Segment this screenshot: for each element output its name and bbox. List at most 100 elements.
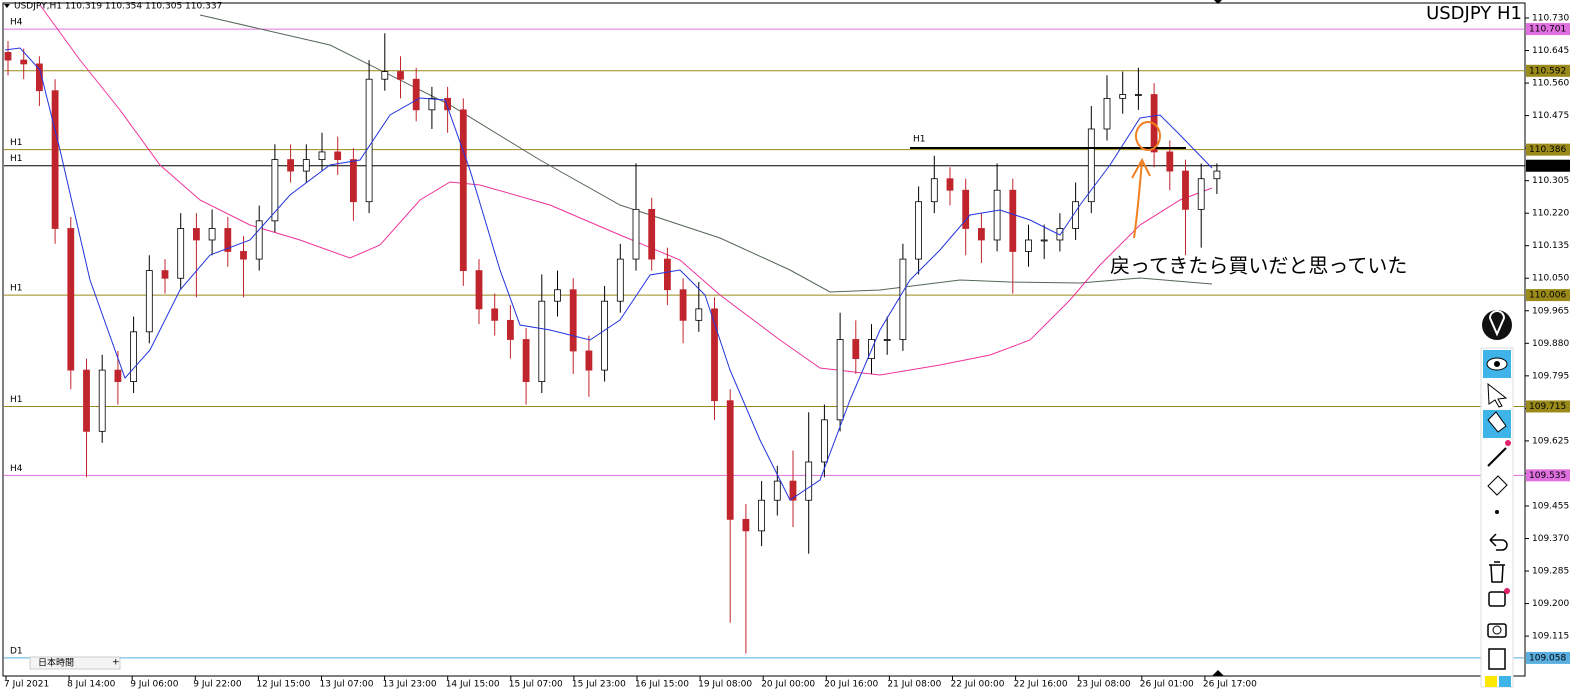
candle-body [711, 308, 718, 402]
eye-pupil [1494, 361, 1500, 367]
camera-tool[interactable] [1487, 623, 1507, 638]
pen-tool [1487, 411, 1507, 433]
candle-body [67, 228, 75, 371]
candle-body [365, 78, 373, 203]
candle-body [240, 251, 247, 260]
x-tick-label: 19 Jul 08:00 [698, 680, 752, 690]
candle-body [1025, 239, 1032, 252]
candle-body [1009, 189, 1017, 252]
tab-add[interactable]: + [112, 658, 120, 668]
candle-body [1056, 228, 1064, 241]
clipboard-tool[interactable] [1488, 648, 1506, 670]
candle-body [412, 78, 420, 111]
candle-body [98, 369, 106, 432]
cursor-tool[interactable] [1487, 382, 1508, 408]
undo-tool[interactable] [1489, 533, 1508, 551]
level-name: H4 [10, 18, 23, 28]
candle-body [554, 289, 561, 302]
dot-tool[interactable] [1495, 510, 1499, 514]
candle-body [1072, 201, 1079, 229]
top-marker [1214, 0, 1222, 4]
x-tick-label: 7 Jul 2021 [4, 680, 49, 690]
candle-body [601, 300, 608, 371]
segment-label: H1 [913, 135, 926, 145]
candle-body [475, 270, 483, 310]
x-tick-label: 26 Jul 17:00 [1203, 680, 1257, 690]
candle-body [334, 151, 342, 160]
trash-tool[interactable] [1489, 561, 1505, 583]
level-name: H4 [10, 464, 23, 474]
y-tick-label: 110.305 [1532, 176, 1569, 186]
levels: H4 H1 H1 H1 H1 H4 D1 [4, 18, 1525, 659]
candle-body [1197, 178, 1205, 210]
candle-body [569, 289, 577, 352]
candle-body [287, 159, 295, 172]
level-price-box [1526, 289, 1570, 302]
candle-body [648, 208, 656, 260]
candle-body [1213, 170, 1221, 180]
candle-body [1135, 94, 1142, 96]
candle-body [506, 319, 514, 340]
level-price: 109.535 [1529, 471, 1566, 481]
level-price-box [1526, 400, 1570, 413]
candle-body [83, 369, 90, 432]
candle-body [789, 480, 797, 501]
candle-body [538, 300, 546, 382]
candle-body [978, 228, 985, 241]
x-tick-label: 21 Jul 08:00 [887, 680, 941, 690]
y-tick-label: 110.645 [1532, 46, 1569, 56]
candle-body [51, 90, 59, 229]
pin-icon [1488, 310, 1506, 337]
board-dot [1504, 588, 1510, 594]
candle-body [114, 369, 122, 382]
y-tick-label: 109.880 [1532, 339, 1569, 349]
candle-body [318, 151, 326, 160]
y-tick-label: 110.220 [1532, 209, 1569, 219]
bottom-marker [1212, 670, 1224, 676]
candle-body [1166, 151, 1174, 172]
candle-body [836, 339, 844, 421]
candle-body [695, 308, 703, 321]
y-tick-label: 109.370 [1532, 534, 1569, 544]
x-tick-label: 22 Jul 00:00 [951, 680, 1005, 690]
level-price: 110.006 [1529, 291, 1566, 301]
candle-body [915, 201, 922, 260]
level-name: D1 [10, 646, 23, 656]
level-price-box [1526, 64, 1570, 77]
candle-body [224, 228, 232, 252]
level-price-box [1526, 23, 1570, 36]
x-tick-label: 20 Jul 16:00 [824, 680, 878, 690]
candle-body [758, 499, 765, 532]
orange-arrow [1131, 157, 1151, 239]
candle-body [962, 189, 970, 229]
board-tool[interactable] [1488, 591, 1506, 607]
level-price-box [1526, 651, 1570, 664]
line-tool[interactable] [1487, 447, 1507, 467]
candle-body [726, 400, 734, 520]
x-tick-label: 26 Jul 01:00 [1140, 680, 1194, 690]
tab-bar[interactable] [29, 656, 121, 670]
chart-frame [2, 2, 1526, 677]
tab-label[interactable]: 日本時間 [38, 657, 74, 669]
candle-body [805, 461, 813, 501]
candle-body [4, 52, 12, 61]
color-yellow[interactable] [1485, 676, 1497, 687]
camera-lens [1492, 625, 1502, 635]
x-tick-label: 13 Jul 07:00 [320, 680, 374, 690]
candle-body [522, 339, 530, 382]
level-price-box [1526, 469, 1570, 482]
y-tick-label: 110.730 [1532, 13, 1569, 23]
candle-body [1087, 128, 1095, 203]
candle-body [632, 208, 640, 260]
y-tick-label: 110.475 [1532, 111, 1569, 121]
candle-body [821, 419, 828, 463]
toolbar-panel [1480, 347, 1514, 688]
candle-body [679, 289, 687, 321]
candle-body [852, 339, 860, 360]
eraser-tool[interactable] [1487, 475, 1508, 496]
candle-body [1182, 170, 1189, 210]
candle-body [883, 339, 891, 341]
level-name: H1 [10, 154, 23, 164]
color-blue[interactable] [1499, 676, 1511, 687]
